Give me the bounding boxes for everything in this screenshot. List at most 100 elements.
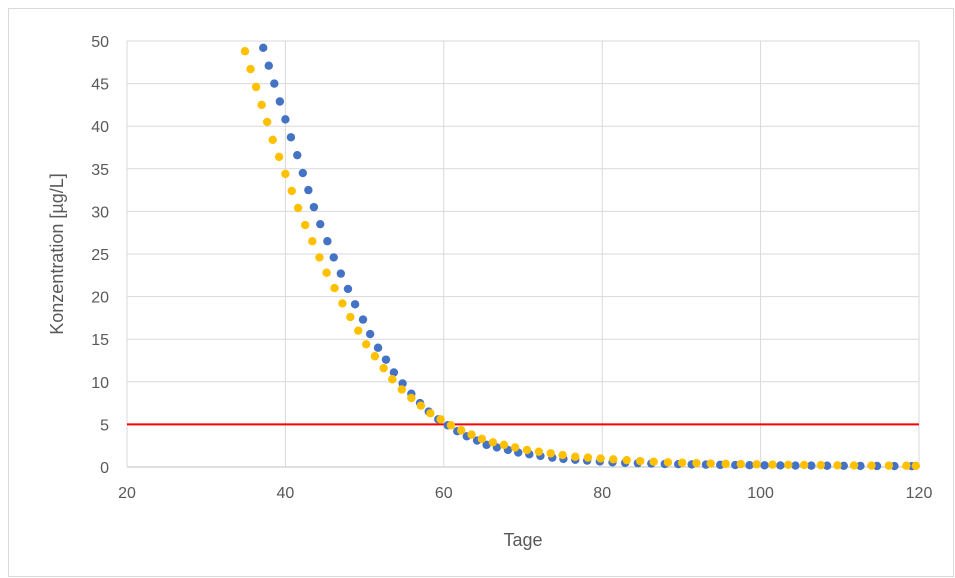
- data-point: [343, 284, 353, 294]
- data-point: [477, 434, 487, 444]
- data-point: [706, 459, 715, 468]
- data-point: [436, 415, 445, 424]
- data-point: [446, 421, 456, 430]
- data-point: [768, 460, 777, 469]
- y-tick-label: 10: [91, 375, 109, 392]
- y-axis-title: Konzentration [µg/L]: [47, 173, 67, 334]
- data-point: [636, 456, 645, 466]
- data-point: [663, 458, 673, 467]
- data-point: [522, 445, 532, 455]
- data-point: [257, 100, 266, 110]
- data-point: [275, 97, 285, 106]
- data-point: [322, 268, 331, 277]
- data-point: [346, 312, 355, 322]
- data-point: [323, 237, 332, 246]
- data-point: [482, 440, 491, 450]
- x-tick-label: 100: [747, 485, 774, 502]
- gridlines: [126, 40, 920, 468]
- data-point: [416, 401, 426, 410]
- data-point: [354, 326, 363, 335]
- data-point: [911, 461, 921, 471]
- y-tick-label: 25: [91, 247, 109, 264]
- x-tick-labels: 20 40 60 80 100 120: [118, 485, 932, 502]
- data-point: [622, 455, 631, 465]
- data-point: [546, 449, 555, 458]
- x-tick-label: 20: [118, 485, 136, 502]
- data-point: [281, 169, 290, 179]
- y-tick-label: 5: [100, 417, 109, 434]
- data-point: [822, 461, 832, 470]
- x-tick-label: 60: [435, 485, 453, 502]
- y-tick-label: 0: [100, 460, 109, 477]
- data-point: [467, 430, 476, 439]
- data-point: [649, 457, 658, 466]
- data-point: [389, 368, 399, 377]
- data-point: [361, 340, 371, 349]
- data-point: [426, 409, 435, 418]
- data-point: [315, 253, 324, 262]
- series-1: [259, 43, 917, 471]
- data-point: [583, 453, 593, 462]
- data-point: [752, 460, 761, 469]
- data-points: [240, 43, 921, 471]
- data-point: [259, 43, 268, 53]
- data-point: [799, 460, 809, 470]
- chart-frame: [8, 8, 954, 577]
- data-point: [336, 269, 346, 278]
- data-point: [833, 461, 842, 470]
- data-point: [510, 443, 520, 452]
- data-point: [596, 454, 605, 463]
- data-point: [308, 237, 317, 246]
- data-point: [350, 300, 360, 309]
- data-point: [839, 461, 848, 471]
- data-point: [784, 460, 793, 469]
- data-point: [534, 447, 544, 456]
- data-point: [316, 219, 325, 229]
- data-point: [745, 461, 754, 470]
- data-point: [379, 363, 388, 373]
- data-point: [499, 440, 509, 450]
- x-tick-label: 40: [277, 485, 295, 502]
- series-2: [240, 47, 921, 471]
- data-point: [365, 329, 375, 339]
- data-point: [309, 202, 319, 212]
- data-point: [488, 438, 498, 447]
- data-point: [287, 186, 296, 196]
- data-point: [274, 152, 284, 162]
- data-point: [268, 135, 277, 145]
- data-point: [816, 460, 825, 470]
- data-point: [902, 461, 911, 470]
- data-point: [457, 426, 466, 435]
- y-tick-label: 15: [91, 332, 109, 349]
- data-point: [251, 82, 261, 92]
- data-point: [358, 315, 368, 324]
- data-point: [370, 352, 380, 361]
- data-point: [270, 79, 279, 88]
- data-point: [609, 455, 618, 464]
- y-tick-label: 20: [91, 290, 109, 307]
- y-tick-label: 30: [91, 204, 109, 221]
- data-point: [397, 385, 407, 394]
- data-point: [293, 150, 302, 160]
- data-point: [571, 452, 580, 461]
- data-point: [677, 458, 687, 467]
- data-point: [736, 459, 745, 469]
- data-point: [407, 393, 416, 403]
- y-tick-labels: 0 5 10 15 20 25 30 35 40 45 50: [91, 34, 109, 477]
- data-point: [791, 461, 800, 470]
- data-point: [246, 64, 255, 74]
- data-point: [849, 461, 859, 470]
- data-point: [373, 343, 383, 352]
- data-point: [692, 458, 701, 468]
- data-point: [298, 168, 308, 178]
- y-tick-label: 50: [91, 34, 109, 51]
- data-point: [807, 461, 816, 470]
- data-point: [264, 61, 273, 70]
- data-point: [286, 133, 296, 142]
- x-axis-title: Tage: [503, 530, 542, 550]
- data-point: [760, 461, 769, 470]
- data-point: [293, 203, 303, 213]
- data-point: [381, 355, 391, 364]
- data-point: [301, 220, 310, 230]
